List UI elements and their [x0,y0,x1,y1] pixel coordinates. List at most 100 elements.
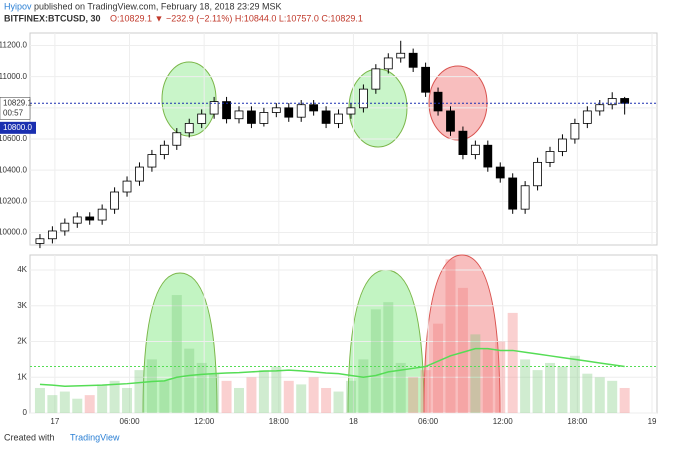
candle-body [222,101,231,120]
volume-bar [234,387,244,413]
volume-ma-line [39,347,625,387]
candle-body [533,161,542,187]
candle-body [433,91,443,112]
y-tick-label: 10200.0 [0,196,28,205]
volume-bar [607,380,618,413]
y-tick-label: 1K [17,372,27,381]
volume-bar [520,359,531,413]
candle-body [359,88,368,109]
candle-body [607,98,617,106]
y-tick-label: 10400.0 [0,165,28,174]
candle-body [60,222,70,232]
candle-body [209,101,219,115]
y-tick-label: 11000.0 [0,72,28,81]
candle-body [110,191,119,210]
symbol: BITFINEX:BTCUSD, 30 [4,13,101,23]
x-tick-label: 06:00 [418,417,439,426]
volume-bar [196,362,207,413]
x-tick-label: 19 [648,417,657,426]
x-tick-label: 18:00 [269,417,290,426]
annotations [30,33,657,414]
y-tick-label: 10000.0 [0,228,28,237]
volume-bar [308,377,319,413]
volume-bar [72,398,83,413]
volume-bar [283,380,294,413]
volume-bar [457,287,468,413]
volume-bar [59,391,70,413]
y-tick-label: 2K [17,337,27,346]
volume-bar [495,341,506,413]
volume-bar [545,362,556,413]
volume-bar [184,348,195,413]
volume-bar [557,366,568,413]
cursor-price-box [0,121,36,134]
y-tick-label: 0 [23,408,28,417]
author[interactable]: Hyipov [4,1,32,11]
volume-bar [209,373,220,413]
volume-bar [271,366,282,413]
candle-body [470,144,480,155]
x-tick-label: 18:00 [567,417,588,426]
volume-bar [383,302,394,413]
volume-bar [109,380,120,413]
footer-brand[interactable]: TradingView [70,432,120,442]
volume-bar [321,387,332,413]
last-price-box [0,97,31,120]
candle-body [346,107,356,115]
volume-bar [507,312,518,413]
volume-bar [569,355,580,413]
candle-body [396,52,406,59]
volume-bar [619,387,630,413]
footer-created: Created with [4,432,55,442]
cursor-price-label: 10800.0 [3,123,32,132]
candle-body [259,112,269,124]
candle-body [122,180,132,193]
volume-bar [345,380,356,413]
highlight-arch [142,272,218,414]
candle-body [35,238,45,244]
candle-body [334,113,343,124]
y-tick-label: 4K [17,265,27,274]
candle-body [520,185,530,210]
candle-body [234,110,244,120]
candle-body [296,104,306,118]
published: published on TradingView.com, February 1… [34,1,282,11]
candle-body [446,110,455,132]
volume-bar [122,387,133,413]
volume-bar [221,380,232,413]
volume-bar [159,380,170,413]
candle-body [421,66,431,93]
volume-bar [482,348,493,413]
y-tick-label: 3K [17,301,27,310]
countdown: 00:57 [3,108,24,117]
volume-bar [433,323,444,413]
volume-bar [420,370,431,413]
candle-body [371,68,381,90]
candle-body [172,132,182,146]
volume-bar [370,309,381,413]
candle-body [247,110,256,124]
volume-bar [470,334,481,413]
candle-body [309,104,319,112]
candle-body [595,104,605,112]
candle-body [85,216,95,221]
candle-body [135,166,144,182]
volume-bar [333,391,344,413]
volume-bar [171,295,182,413]
volume-bar [97,384,108,413]
y-tick-label: 11200.0 [0,41,28,50]
candle-body [271,107,281,113]
volume-bar [408,377,419,413]
volume-bar [134,370,145,413]
volume-bar [258,370,269,413]
candle-body [508,177,518,210]
ohlc: O:10829.1 ▼ −232.9 (−2.11%) H:10844.0 L:… [110,13,363,23]
candle-body [184,123,194,134]
candle-body [558,138,567,152]
candle-body [147,154,157,168]
candle-body [321,110,331,124]
volume-bar [246,377,257,413]
volume-bar [594,377,605,413]
